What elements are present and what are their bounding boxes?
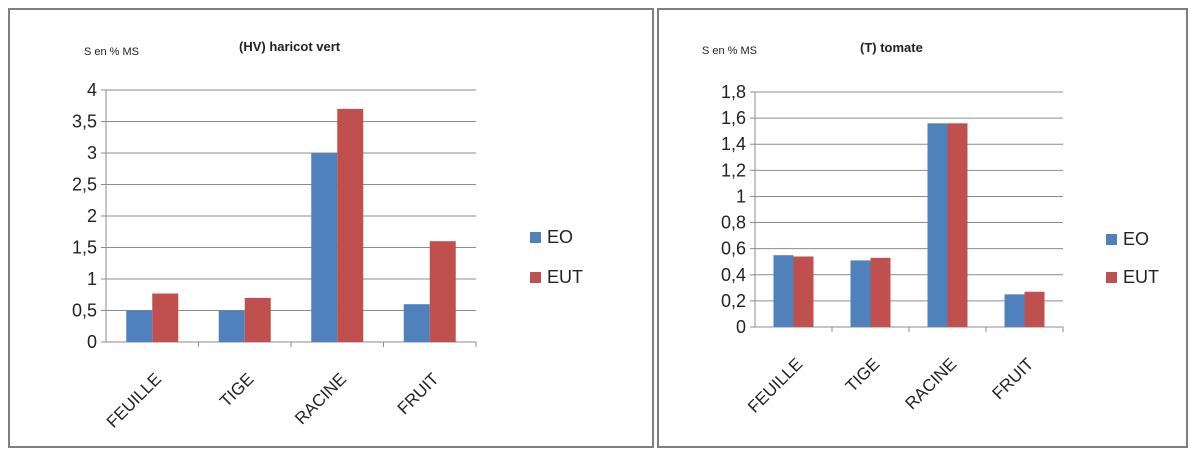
y-tick-label: 3: [87, 143, 97, 163]
category-label: RACINE: [291, 369, 350, 428]
legend-label: EO: [1123, 229, 1149, 249]
y-tick-label: 3,5: [72, 112, 97, 132]
legend-label: EUT: [547, 267, 583, 287]
bar-eo: [311, 153, 338, 342]
y-tick-label: 1: [736, 186, 746, 206]
bar-eut: [429, 241, 456, 342]
unit-label: S en % MS: [702, 45, 757, 57]
bar-eut: [870, 257, 891, 327]
legend-swatch-eut: [1106, 272, 1117, 283]
y-tick-label: 0,4: [721, 265, 746, 285]
y-tick-label: 0,5: [72, 301, 97, 321]
bar-eo: [126, 310, 153, 342]
chart-title: (HV) haricot vert: [239, 39, 341, 54]
category-label: FEUILLE: [103, 369, 165, 431]
chart-panel-haricot-vert: S en % MS (HV) haricot vert 0 0,5 1 1,5 2 2,5…: [8, 8, 654, 448]
legend-label: EUT: [1123, 267, 1159, 287]
bar-eut: [1024, 291, 1045, 327]
chart-panel-tomate: S en % MS (T) tomate 0 0,2 0,4 0,6 0,8 1 1,2 1,…: [657, 8, 1188, 448]
legend-swatch-eut: [530, 272, 541, 283]
category-label: FRUIT: [394, 369, 443, 418]
y-tick-label: 0,2: [721, 291, 746, 311]
category-label: TIGE: [842, 354, 883, 395]
y-tick-label: 0,6: [721, 239, 746, 259]
legend-label: EO: [547, 227, 573, 247]
chart-title: (T) tomate: [860, 40, 923, 55]
y-tick-label: 0: [87, 332, 97, 352]
y-tick-label: 0,8: [721, 213, 746, 233]
chart-tomate: S en % MS (T) tomate 0 0,2 0,4 0,6 0,8 1 1,2 1,…: [702, 40, 1159, 417]
bar-eut: [152, 293, 179, 342]
bar-eo: [927, 123, 948, 327]
y-tick-label: 1,5: [72, 238, 97, 258]
bar-eut: [337, 108, 364, 343]
y-tick-label: 1,8: [721, 82, 746, 102]
bar-eo: [218, 310, 245, 342]
y-tick-label: 1,6: [721, 108, 746, 128]
category-label: FEUILLE: [744, 354, 806, 416]
bar-eut: [793, 256, 814, 327]
y-tick-label: 1: [87, 269, 97, 289]
y-tick-label: 2,5: [72, 175, 97, 195]
category-label: FRUIT: [989, 354, 1038, 403]
y-tick-label: 0: [736, 317, 746, 337]
bar-eo: [773, 255, 794, 327]
bar-eut: [947, 123, 968, 327]
y-tick-label: 2: [87, 206, 97, 226]
bar-eo: [1004, 294, 1025, 327]
category-label: RACINE: [901, 354, 960, 413]
y-tick-label: 1,2: [721, 160, 746, 180]
unit-label: S en % MS: [84, 46, 139, 58]
category-label: TIGE: [216, 369, 257, 410]
legend-swatch-eo: [530, 232, 541, 243]
chart-haricot-vert: S en % MS (HV) haricot vert 0 0,5 1 1,5 2 2,5…: [72, 39, 583, 432]
bar-eo: [403, 304, 430, 342]
legend-swatch-eo: [1106, 234, 1117, 245]
y-tick-label: 1,4: [721, 134, 746, 154]
bar-eut: [244, 297, 271, 342]
bar-eo: [850, 260, 871, 327]
y-tick-label: 4: [87, 80, 97, 100]
